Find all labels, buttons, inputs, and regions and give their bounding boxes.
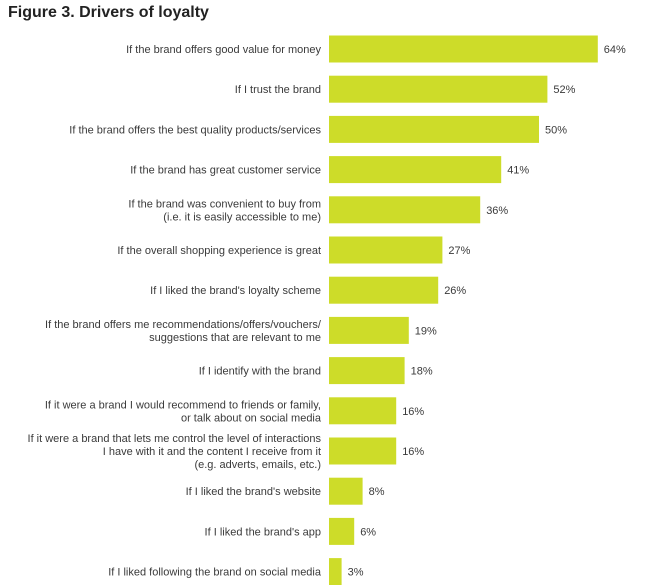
bar-10 [329, 397, 397, 425]
value-label-4: 41% [507, 165, 529, 177]
category-label-12: If I liked the brand's website [186, 486, 321, 498]
bar-1 [329, 35, 598, 63]
category-label-1: If the brand offers good value for money [126, 44, 321, 56]
bar-9 [329, 357, 405, 385]
bar-12 [329, 477, 363, 505]
value-label-1: 64% [604, 44, 626, 56]
bar-8 [329, 316, 409, 344]
category-label-3: If the brand offers the best quality pro… [69, 124, 321, 136]
bar-11 [329, 437, 397, 465]
value-label-3: 50% [545, 124, 567, 136]
value-label-2: 52% [553, 84, 575, 96]
category-label-11: If it were a brand that lets me control … [28, 433, 322, 471]
bars-layer: 64% If the brand offers good value for mo… [28, 35, 626, 585]
category-label-13: If I liked the brand's app [205, 526, 321, 538]
category-label-14: If I liked following the brand on social… [108, 567, 322, 579]
value-label-6: 27% [448, 245, 470, 257]
bar-4 [329, 156, 502, 184]
category-label-6: If the overall shopping experience is gr… [117, 245, 321, 257]
value-label-11: 16% [402, 446, 424, 458]
bar-2 [329, 75, 548, 103]
category-label-4: If the brand has great customer service [130, 165, 321, 177]
bar-7 [329, 276, 439, 304]
value-label-5: 36% [486, 205, 508, 217]
category-label-5: If the brand was convenient to buy from(… [128, 198, 321, 223]
category-label-2: If I trust the brand [235, 84, 321, 96]
category-label-8: If the brand offers me recommendations/o… [45, 319, 322, 344]
category-label-10: If it were a brand I would recommend to … [45, 399, 322, 424]
category-label-9: If I identify with the brand [199, 366, 321, 378]
bar-3 [329, 115, 539, 143]
category-label-7: If I liked the brand's loyalty scheme [150, 285, 321, 297]
bar-5 [329, 196, 481, 224]
value-label-10: 16% [402, 406, 424, 418]
value-label-9: 18% [411, 366, 433, 378]
value-label-12: 8% [369, 486, 385, 498]
value-label-14: 3% [348, 567, 364, 579]
value-label-13: 6% [360, 526, 376, 538]
bar-14 [329, 558, 342, 585]
chart-title: Figure 3. Drivers of loyalty [8, 4, 209, 21]
bar-6 [329, 236, 443, 264]
value-label-7: 26% [444, 285, 466, 297]
bar-13 [329, 517, 355, 545]
value-label-8: 19% [415, 325, 437, 337]
